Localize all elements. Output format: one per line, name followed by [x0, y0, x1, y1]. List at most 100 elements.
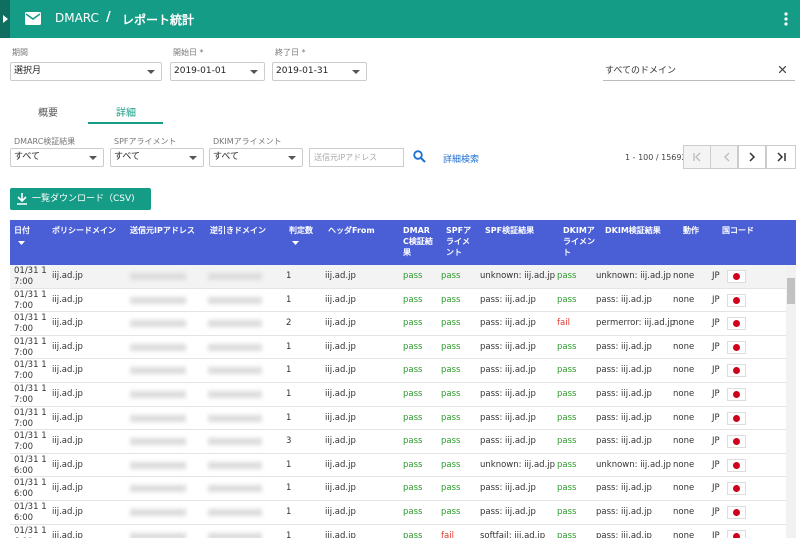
column-header: SPF検証結果: [485, 225, 555, 236]
sort-icon[interactable]: [292, 241, 299, 245]
table-cell: pass: iij.ad.jp: [480, 365, 536, 376]
table-cell: pass: iij.ad.jp: [480, 413, 536, 424]
blurred-domain: [208, 415, 262, 422]
table-cell: 1: [286, 460, 291, 471]
table-cell: 01/31 17:00: [14, 313, 48, 335]
column-header: DMARC検証結果: [403, 225, 435, 258]
table-cell: pass: [441, 483, 460, 494]
table-row[interactable]: 01/31 17:00iij.ad.jp1iij.ad.jppasspasspa…: [10, 383, 786, 407]
scrollbar-thumb[interactable]: [787, 278, 795, 304]
table-cell: 2: [286, 318, 291, 329]
table-cell: pass: [441, 389, 460, 400]
period-select[interactable]: 選択月: [10, 62, 162, 81]
flag-circle: [733, 509, 740, 516]
table-cell: pass: iij.ad.jp: [596, 436, 652, 447]
table-cell: none: [673, 342, 694, 353]
table-cell: JP: [712, 413, 720, 424]
column-header: 逆引きドメイン: [210, 225, 280, 236]
search-icon[interactable]: [413, 150, 426, 163]
table-cell: none: [673, 389, 694, 400]
advanced-search-link[interactable]: 詳細検索: [443, 152, 479, 165]
table-cell: pass: [403, 507, 422, 518]
table-cell: 01/31 16:00: [14, 526, 48, 538]
table-row[interactable]: 01/31 17:00iij.ad.jp1iij.ad.jppasspassun…: [10, 265, 786, 289]
table-cell: unknown: iij.ad.jp: [480, 271, 555, 282]
table-cell: iij.ad.jp: [52, 271, 83, 282]
table-cell: unknown: iij.ad.jp: [480, 460, 555, 471]
table-cell: 01/31 16:00: [14, 502, 48, 524]
blurred-domain: [208, 485, 262, 492]
table-cell: pass: iij.ad.jp: [480, 295, 536, 306]
table-cell: 1: [286, 531, 291, 538]
table-cell: pass: [403, 342, 422, 353]
table-cell: pass: [441, 295, 460, 306]
end-select[interactable]: 2019-01-31: [272, 62, 367, 81]
table-cell: iij.ad.jp: [52, 318, 83, 329]
flag-circle: [733, 462, 740, 469]
table-cell: iij.ad.jp: [52, 295, 83, 306]
table-cell: iij.ad.jp: [325, 531, 356, 538]
table-cell: pass: iij.ad.jp: [480, 507, 536, 518]
start-select[interactable]: 2019-01-01: [170, 62, 265, 81]
table-cell: pass: iij.ad.jp: [480, 318, 536, 329]
mail-icon: [25, 12, 41, 25]
dkim-select[interactable]: すべて: [209, 148, 303, 167]
table-cell: 1: [286, 271, 291, 282]
table-row[interactable]: 01/31 17:00iij.ad.jp2iij.ad.jppasspasspa…: [10, 312, 786, 336]
table-row[interactable]: 01/31 16:00iij.ad.jp1iij.ad.jppasspasspa…: [10, 477, 786, 501]
table-cell: pass: [403, 389, 422, 400]
dkim-label: DKIMアライメント: [213, 136, 282, 147]
menu-button[interactable]: [784, 12, 788, 26]
table-cell: 1: [286, 507, 291, 518]
table-row[interactable]: 01/31 16:00iij.ad.jp1iij.ad.jppasspasspa…: [10, 501, 786, 525]
column-header: 送信元IPアドレス: [130, 225, 205, 236]
table-cell: JP: [712, 318, 720, 329]
clear-icon[interactable]: [779, 66, 786, 73]
tab-active[interactable]: 詳細: [116, 104, 136, 119]
table-cell: softfail: iij.ad.jp: [480, 531, 545, 538]
table-row[interactable]: 01/31 17:00iij.ad.jp1iij.ad.jppasspasspa…: [10, 407, 786, 431]
blurred-ip: [130, 509, 186, 516]
table-row[interactable]: 01/31 17:00iij.ad.jp3iij.ad.jppasspasspa…: [10, 430, 786, 454]
table-cell: iij.ad.jp: [325, 483, 356, 494]
blurred-ip: [130, 415, 186, 422]
table-cell: unknown: iij.ad.jp: [596, 460, 671, 471]
sort-icon[interactable]: [18, 241, 25, 245]
tab[interactable]: 概要: [38, 104, 58, 119]
blurred-domain: [208, 344, 262, 351]
dmarc-select[interactable]: すべて: [10, 148, 104, 167]
table-cell: none: [673, 271, 694, 282]
table-cell: JP: [712, 271, 720, 282]
table-cell: pass: iij.ad.jp: [596, 389, 652, 400]
ip-input[interactable]: 送信元IPアドレス: [309, 148, 404, 167]
table-row[interactable]: 01/31 16:00iij.ad.jp1iij.ad.jppassfailso…: [10, 525, 786, 538]
spf-label: SPFアライメント: [114, 136, 177, 147]
domain-input[interactable]: すべてのドメイン: [603, 62, 795, 81]
table-cell: 01/31 17:00: [14, 384, 48, 406]
table-row[interactable]: 01/31 17:00iij.ad.jp1iij.ad.jppasspasspa…: [10, 359, 786, 383]
table-cell: iij.ad.jp: [325, 365, 356, 376]
table-cell: pass: [557, 389, 576, 400]
period-label: 期間: [12, 47, 28, 58]
table-cell: pass: [557, 483, 576, 494]
table-header: 日付ポリシードメイン送信元IPアドレス逆引きドメイン判定数ヘッダFromDMAR…: [10, 220, 796, 265]
pagination-info: 1 - 100 / 15692: [625, 153, 687, 162]
app-bar: [0, 0, 800, 38]
download-button[interactable]: 一覧ダウンロード（CSV): [10, 188, 151, 210]
blurred-ip: [130, 344, 186, 351]
table-row[interactable]: 01/31 17:00iij.ad.jp1iij.ad.jppasspasspa…: [10, 289, 786, 313]
column-header: DKIMアライメント: [563, 225, 595, 258]
spf-select[interactable]: すべて: [110, 148, 204, 167]
table-cell: JP: [712, 483, 720, 494]
table-cell: pass: [441, 436, 460, 447]
table-cell: none: [673, 436, 694, 447]
blurred-ip: [130, 297, 186, 304]
table-row[interactable]: 01/31 17:00iij.ad.jp1iij.ad.jppasspasspa…: [10, 336, 786, 360]
table-cell: none: [673, 413, 694, 424]
table-row[interactable]: 01/31 16:00iij.ad.jp1iij.ad.jppasspassun…: [10, 454, 786, 478]
end-label: 終了日 *: [275, 47, 306, 58]
table-cell: pass: iij.ad.jp: [480, 389, 536, 400]
flag-circle: [733, 297, 740, 304]
table-cell: iij.ad.jp: [325, 318, 356, 329]
table-cell: pass: [403, 483, 422, 494]
